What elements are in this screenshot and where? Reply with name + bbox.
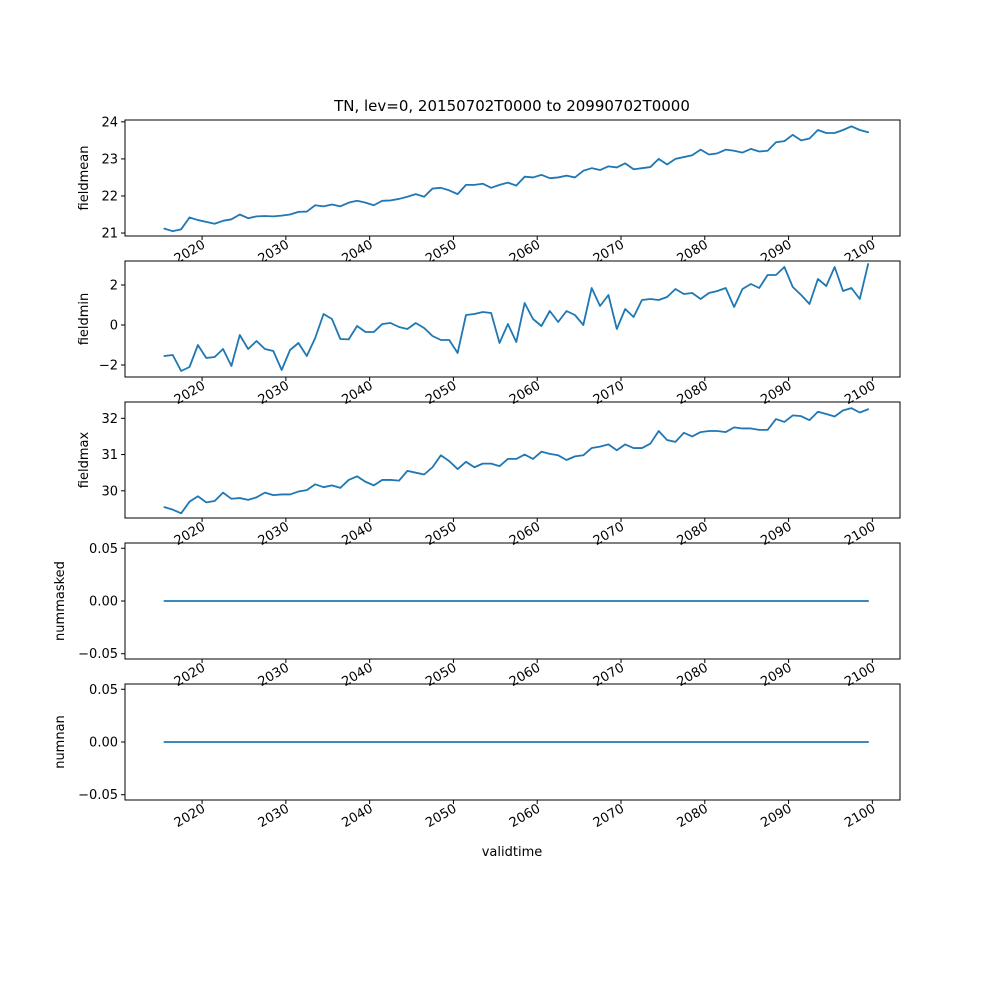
- y-tick-label: 21: [101, 227, 118, 242]
- x-tick-label: 2090: [758, 801, 794, 831]
- y-axis-label: fieldmean: [77, 146, 92, 211]
- y-tick-label: 0: [110, 319, 118, 334]
- y-axis-label: numnan: [53, 715, 68, 769]
- x-tick-label: 2070: [591, 801, 627, 831]
- x-tick-label: 2100: [842, 801, 878, 831]
- y-tick-label: 24: [101, 115, 118, 130]
- chart-title: TN, lev=0, 20150702T0000 to 20990702T000…: [333, 97, 690, 115]
- y-tick-label: 0.00: [89, 736, 118, 751]
- x-tick-label: 2040: [339, 801, 375, 831]
- y-tick-label: −0.05: [78, 647, 118, 662]
- x-tick-label: 2060: [507, 801, 543, 831]
- panel-overlap-mask: [125, 684, 900, 690]
- y-axis-label: nummasked: [53, 561, 68, 641]
- panel-overlap-mask: [125, 402, 900, 408]
- y-tick-label: 30: [101, 484, 118, 499]
- x-tick-label: 2020: [172, 801, 208, 831]
- y-tick-label: 32: [101, 412, 118, 427]
- panel-numnan: −0.05 0.00 0.05 numnan 2020 2030 2040 2050 2060 2…: [53, 683, 901, 831]
- series-line: [163, 263, 870, 372]
- panel-overlap-mask: [125, 543, 900, 549]
- x-tick-label: 2030: [256, 801, 292, 831]
- y-tick-label: 0.05: [89, 542, 118, 557]
- axes-frame: [124, 119, 901, 237]
- x-axis-label: validtime: [482, 845, 543, 860]
- series-line: [163, 125, 870, 233]
- y-tick-label: −0.05: [78, 788, 118, 803]
- series-line: [163, 407, 870, 515]
- x-tick-label: 2050: [423, 801, 459, 831]
- axes-frame: [124, 401, 901, 519]
- y-axis-label: fieldmax: [77, 432, 92, 489]
- y-tick-label: 22: [101, 189, 118, 204]
- panel-overlap-mask: [125, 261, 900, 267]
- y-tick-label: 31: [101, 448, 118, 463]
- y-tick-label: 23: [101, 152, 118, 167]
- y-tick-label: 2: [110, 279, 118, 294]
- y-tick-label: 0.00: [89, 595, 118, 610]
- y-tick-label: 0.05: [89, 683, 118, 698]
- y-axis-label: fieldmin: [77, 293, 92, 346]
- axes-frame: [124, 260, 901, 378]
- y-tick-label: −2: [99, 359, 118, 374]
- x-tick-label: 2080: [675, 801, 711, 831]
